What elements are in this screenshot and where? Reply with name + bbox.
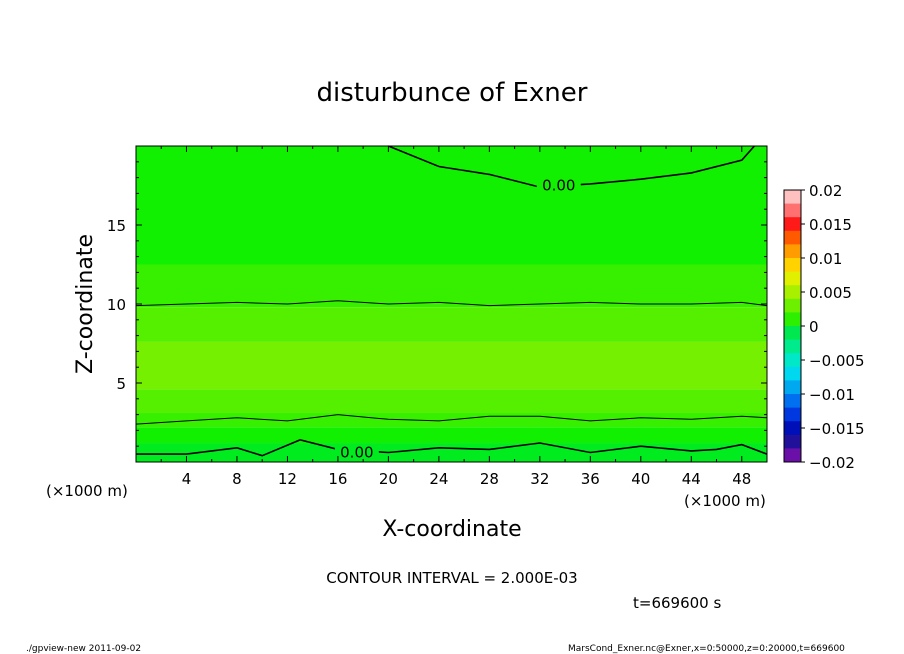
contour-label: 0.00 xyxy=(542,177,575,195)
y-tick-label: 10 xyxy=(107,296,126,314)
contour-line xyxy=(388,145,755,188)
contour-band xyxy=(136,264,767,308)
colorbar-swatch xyxy=(784,326,801,341)
x-axis-unit-right: (×1000 m) xyxy=(684,492,766,510)
x-tick-label: 48 xyxy=(732,470,751,488)
contour-label-bg xyxy=(536,176,581,193)
x-axis-ticks: 4 8 12 16 20 24 28 32 36 40 44 48 xyxy=(160,146,751,488)
colorbar-swatch xyxy=(784,203,801,218)
colorbar-label: 0.01 xyxy=(809,250,842,268)
colorbar-swatch xyxy=(784,271,801,286)
contour-line xyxy=(135,414,768,425)
contour-label-bg xyxy=(334,443,379,460)
contour-band xyxy=(136,307,767,342)
x-tick-label: 4 xyxy=(182,470,192,488)
x-axis-label: X-coordinate xyxy=(382,517,521,542)
colorbar-swatch xyxy=(784,434,801,449)
colorbar-label: 0.015 xyxy=(809,216,852,234)
footer-left-note: ./gpview-new 2011-09-02 xyxy=(26,644,141,654)
contour-band xyxy=(136,389,767,414)
x-tick-label: 24 xyxy=(429,470,448,488)
contour-band xyxy=(136,427,767,444)
colorbar-label: 0 xyxy=(809,318,819,336)
x-tick-label: 36 xyxy=(581,470,600,488)
contour-line xyxy=(136,439,768,457)
x-tick-label: 20 xyxy=(379,470,398,488)
colorbar-swatch xyxy=(784,448,801,463)
y-tick-label: 5 xyxy=(116,375,126,393)
colorbar-swatch xyxy=(784,421,801,436)
time-label: t=669600 s xyxy=(633,594,721,612)
y-axis-label: Z-coordinate xyxy=(73,234,98,374)
x-tick-label: 16 xyxy=(328,470,347,488)
colorbar-swatch xyxy=(784,407,801,422)
colorbar-swatch xyxy=(784,380,801,395)
colorbar-label: −0.015 xyxy=(809,420,865,438)
contour-band xyxy=(136,341,767,390)
colorbar-swatch xyxy=(784,366,801,381)
colorbar: 0.02 0.015 0.01 0.005 0 −0.005 −0.01 −0.015 −0.0… xyxy=(783,182,865,472)
colorbar-label: −0.02 xyxy=(809,454,855,472)
contour-lines: 0.00 0.00 xyxy=(135,145,768,462)
y-tick-label: 15 xyxy=(107,217,126,235)
x-tick-label: 12 xyxy=(278,470,297,488)
colorbar-swatch xyxy=(784,230,801,245)
colorbar-swatch xyxy=(784,285,801,300)
colorbar-swatch xyxy=(784,353,801,368)
x-tick-label: 28 xyxy=(480,470,499,488)
colorbar-label: −0.01 xyxy=(809,386,855,404)
contour-interval-text: CONTOUR INTERVAL = 2.000E-03 xyxy=(326,569,577,587)
colorbar-swatch xyxy=(784,244,801,259)
x-tick-label: 44 xyxy=(682,470,701,488)
colorbar-swatch xyxy=(784,394,801,409)
colorbar-swatch xyxy=(784,312,801,327)
x-axis-unit-left: (×1000 m) xyxy=(46,482,128,500)
contour-label: 0.00 xyxy=(340,444,373,462)
contour-line xyxy=(135,300,768,307)
contour-band xyxy=(136,443,767,462)
chart-title: disturbunce of Exner xyxy=(317,78,588,108)
colorbar-label: 0.02 xyxy=(809,182,842,200)
colorbar-label: −0.005 xyxy=(809,352,865,370)
x-tick-label: 8 xyxy=(232,470,242,488)
x-tick-label: 32 xyxy=(530,470,549,488)
x-tick-label: 40 xyxy=(631,470,650,488)
colorbar-swatch xyxy=(784,339,801,354)
colorbar-swatch xyxy=(784,217,801,232)
y-axis-ticks: 5 10 15 xyxy=(107,161,767,447)
colorbar-swatch xyxy=(784,190,801,205)
colorbar-swatch xyxy=(784,258,801,273)
colorbar-swatch xyxy=(784,298,801,313)
colorbar-label: 0.005 xyxy=(809,284,852,302)
footer-right-note: MarsCond_Exner.nc@Exner,x=0:50000,z=0:20… xyxy=(568,644,845,654)
contour-band xyxy=(136,146,767,265)
